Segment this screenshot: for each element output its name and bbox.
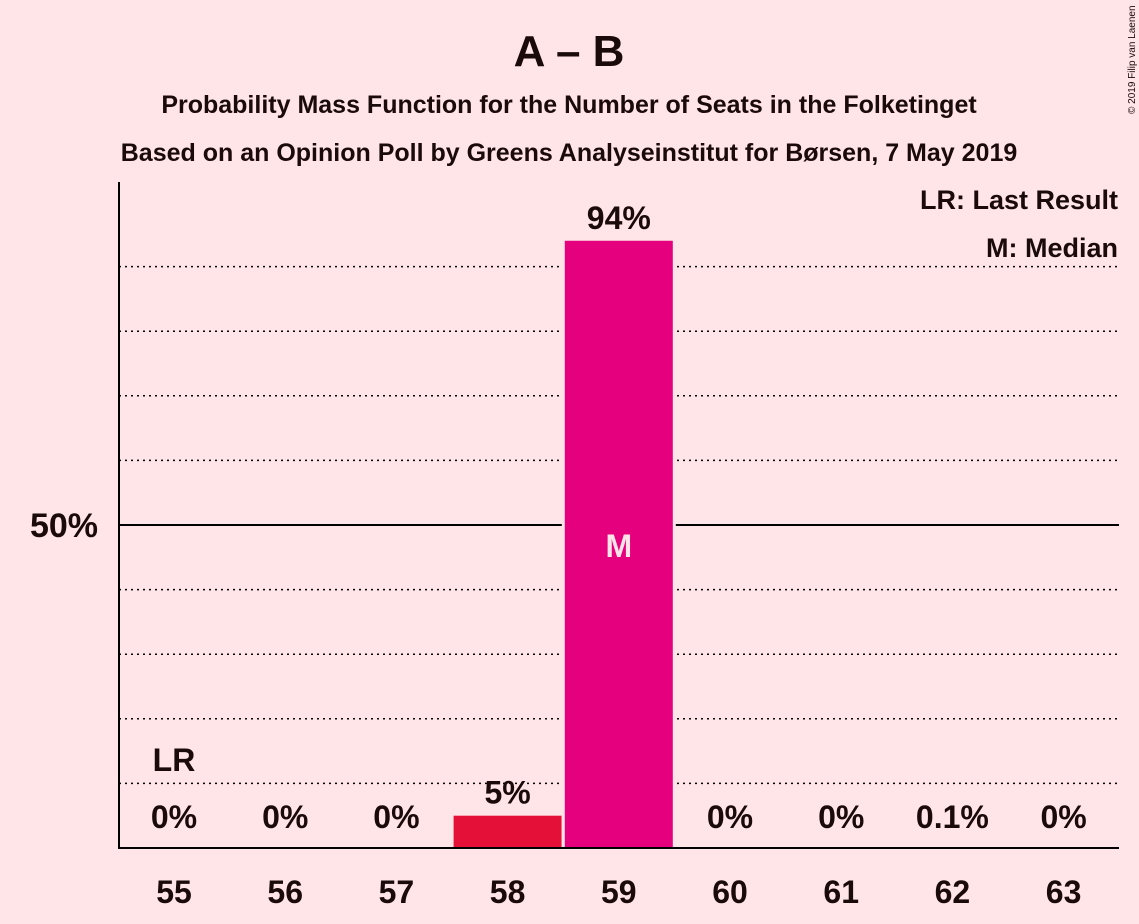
value-label: 0% [818, 799, 864, 835]
labels: 55 0% 56 0% 57 0% 58 5% 59 94% 60 0% 61 0% 62 0.1% 63 0% L… [151, 200, 1087, 910]
chart-subtitle-2: Based on an Opinion Poll by Greens Analy… [121, 139, 1018, 167]
value-label: 94% [587, 200, 651, 236]
bars [450, 240, 676, 848]
x-tick-label: 63 [1046, 874, 1082, 910]
x-tick-label: 61 [823, 874, 859, 910]
x-tick-label: 57 [379, 874, 415, 910]
value-label: 0.1% [916, 799, 989, 835]
last-result-marker: LR [153, 742, 196, 778]
chart-subtitle-1: Probability Mass Function for the Number… [161, 91, 977, 119]
x-tick-label: 55 [156, 874, 192, 910]
median-marker: M [605, 528, 632, 564]
value-label: 0% [262, 799, 308, 835]
x-tick-label: 58 [490, 874, 526, 910]
value-label: 5% [484, 775, 530, 811]
bar-seats-58 [453, 815, 562, 848]
x-tick-label: 60 [712, 874, 748, 910]
value-label: 0% [707, 799, 753, 835]
value-label: 0% [1040, 799, 1086, 835]
value-label: 0% [373, 799, 419, 835]
x-tick-label: 59 [601, 874, 637, 910]
chart-title: A – B [514, 27, 625, 76]
x-tick-label: 62 [935, 874, 971, 910]
x-tick-label: 56 [267, 874, 303, 910]
bar-seats-59 [564, 240, 673, 848]
legend-last-result: LR: Last Result [920, 185, 1118, 215]
value-label: 0% [151, 799, 197, 835]
legend-median: M: Median [986, 233, 1118, 263]
copyright-text: © 2019 Filip van Laenen [1127, 5, 1138, 114]
y-tick-label: 50% [30, 507, 98, 545]
